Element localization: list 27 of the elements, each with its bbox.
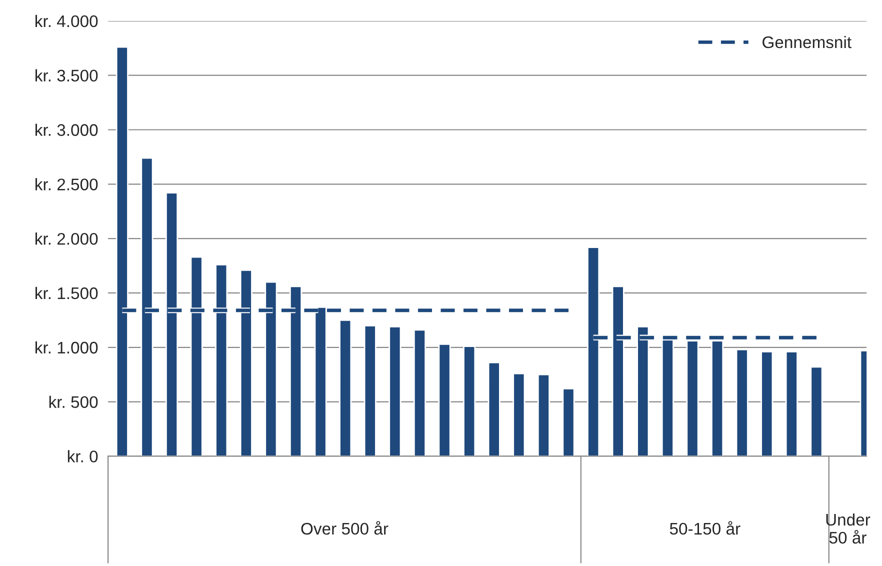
bar (463, 346, 476, 456)
bar (736, 348, 748, 456)
bar (537, 374, 550, 456)
text: 50-150 år (670, 521, 740, 535)
bar (438, 343, 451, 456)
y-tick-label: kr. 3.000 (36, 124, 98, 136)
bar (364, 324, 376, 456)
y-tick-label: kr. 1.000 (36, 341, 98, 354)
bar (760, 351, 774, 456)
bar (785, 351, 798, 456)
y-tick-label: kr. 1.500 (36, 286, 98, 300)
y-tick-label: kr. 3.500 (36, 69, 98, 82)
y-tick-label: kr. 2.000 (36, 232, 98, 245)
bar (562, 388, 575, 456)
bar (488, 362, 500, 456)
bar (810, 366, 823, 456)
y-tick-label: kr. 500 (49, 396, 98, 408)
y-tick-label: kr. 4.000 (36, 14, 98, 28)
y-tick-label: kr. 0 (68, 450, 98, 462)
text: Under 50 år (826, 513, 870, 544)
bar (339, 319, 352, 456)
bar (512, 372, 526, 456)
y-tick-label: kr. 2.500 (36, 178, 98, 190)
bar (388, 326, 402, 456)
legend-label: Gennemsnit (762, 36, 852, 48)
bar (413, 329, 426, 456)
text: Over 500 år (301, 521, 388, 535)
